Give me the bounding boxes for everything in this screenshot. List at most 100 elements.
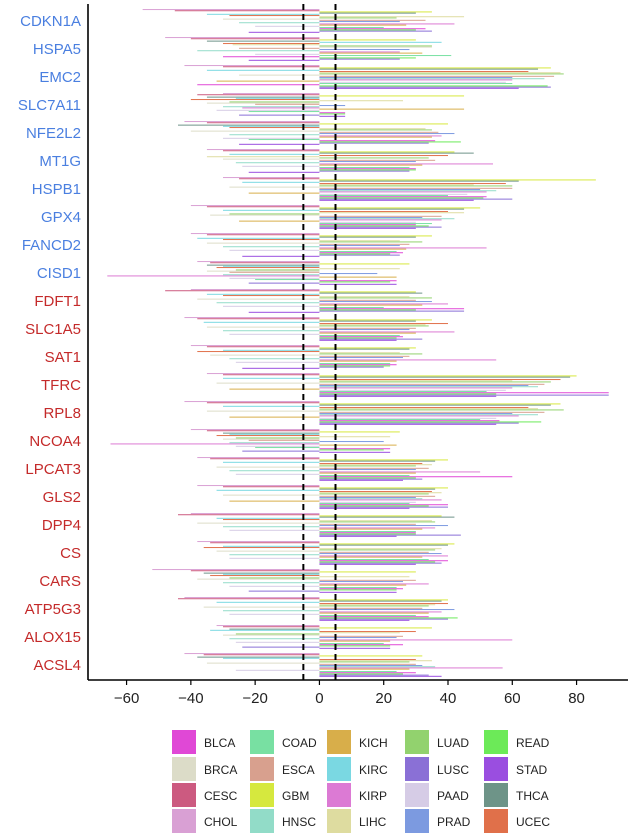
bar-GPX4-PRAD (319, 217, 423, 219)
bar-CDKN1A-THCA (319, 12, 416, 14)
x-tick-labels: −60 −40 −20 0 20 40 60 80 (114, 680, 585, 707)
bar-SAT1-READ (319, 365, 391, 367)
bar-CISD1-THCA (206, 264, 320, 266)
bar-MT1G-CESC (223, 150, 320, 152)
bar-TFRC-KIRP (319, 387, 513, 389)
bar-RPL8-HNSC (319, 414, 538, 416)
legend-label-prad: PRAD (437, 815, 471, 829)
bar-DPP4-CESC (178, 514, 320, 516)
bar-CDKN1A-STAD (248, 31, 320, 33)
gene-label: SAT1 (45, 349, 81, 366)
bar-FDFT1-STAD (248, 311, 320, 313)
bar-NFE2L2-HNSC (229, 134, 320, 136)
bar-NFE2L2-UCEC (229, 127, 320, 129)
bar-GPX4-THCA (319, 208, 465, 210)
bar-CISD1-COAD (255, 279, 320, 281)
bar-GLS2-UCEC (319, 491, 432, 493)
bar-DPP4-STAD (319, 535, 397, 537)
legend-swatch-cesc (172, 783, 196, 807)
bar-ATP5G3-STAD (319, 619, 410, 621)
bar-NCOA4-KIRP (110, 443, 320, 445)
x-tick-label: −20 (242, 690, 267, 707)
bar-LPCAT3-UCEC (319, 463, 423, 465)
bar-HSPA5-ESCA (239, 47, 320, 49)
bar-HSPB1-BLCA (319, 196, 487, 198)
bar-MT1G-CHOL (206, 149, 320, 151)
gene-label: EMC2 (39, 69, 81, 86)
bar-GLS2-CESC (223, 486, 320, 488)
bar-GPX4-LUAD (229, 213, 320, 215)
bar-CDKN1A-CHOL (142, 9, 320, 11)
bar-SLC1A5-UCEC (319, 323, 448, 325)
bar-CISD1-STAD (319, 283, 397, 285)
bar-CARS-PRAD (319, 581, 403, 583)
bar-CARS-PAAD (229, 585, 320, 587)
bar-CARS-HNSC (223, 582, 320, 584)
gene-label: SLC7A11 (18, 97, 81, 114)
bar-HSPA5-KIRC (319, 41, 442, 43)
bar-EMC2-CESC (223, 66, 320, 68)
bar-TFRC-STAD (319, 395, 497, 397)
bar-GPX4-ESCA (319, 215, 442, 217)
legend-label-blca: BLCA (204, 736, 235, 750)
bar-DPP4-PRAD (319, 525, 448, 527)
bar-CS-PRAD (319, 553, 442, 555)
bar-MT1G-COAD (319, 167, 410, 169)
gene-label: CDKN1A (20, 13, 81, 30)
bar-CISD1-LIHC (319, 268, 400, 270)
legend: BLCA BRCA CESC CHOL COAD ESCA GBM HNSC KICH KIRC K… (172, 730, 550, 833)
bar-GLS2-STAD (319, 507, 410, 509)
bar-ATP5G3-COAD (319, 615, 416, 617)
bar-SAT1-LIHC (319, 352, 400, 354)
legend-label-lusc: LUSC (437, 763, 469, 777)
gene-label: NFE2L2 (26, 125, 81, 142)
bar-GLS2-ESCA (319, 495, 436, 497)
bar-GLS2-CHOL (197, 485, 320, 487)
bar-ALOX15-LIHC (319, 632, 400, 634)
bar-CARS-LUAD (229, 577, 320, 579)
bar-SLC7A11-PAAD (216, 109, 320, 111)
bar-SLC1A5-LIHC (319, 324, 426, 326)
bar-ACSL4-GBM (319, 655, 423, 657)
bar-CDKN1A-ESCA (319, 19, 426, 21)
bar-EMC2-PRAD (319, 77, 513, 79)
bar-LPCAT3-KIRP (319, 471, 481, 473)
bar-TFRC-PAAD (319, 389, 506, 391)
bar-LPCAT3-ESCA (319, 467, 429, 469)
bar-RPL8-GBM (319, 403, 561, 405)
gene-label: HSPA5 (33, 41, 81, 58)
bar-GLS2-LUAD (319, 493, 429, 495)
bar-CDKN1A-READ (319, 29, 416, 31)
bar-SLC1A5-STAD (319, 339, 397, 341)
gene-label: CARS (39, 573, 81, 590)
bar-ALOX15-PAAD (235, 641, 320, 643)
bar-HSPA5-BRCA (319, 46, 432, 48)
bar-SLC1A5-LUSC (319, 338, 423, 340)
bar-LPCAT3-LUSC (319, 478, 423, 480)
bar-NCOA4-KICH (319, 444, 397, 446)
bar-FANCD2-PRAD (319, 245, 400, 247)
bar-SLC1A5-CESC (197, 318, 320, 320)
bar-ALOX15-KIRC (210, 629, 320, 631)
bar-TFRC-ESCA (319, 383, 545, 385)
bar-SLC7A11-CHOL (223, 93, 320, 95)
bar-ACSL4-ESCA (319, 663, 416, 665)
bar-MT1G-LUAD (319, 157, 429, 159)
legend-swatch-blca (172, 730, 196, 754)
bar-CS-LUAD (319, 549, 436, 551)
bar-ACSL4-READ (319, 673, 403, 675)
bar-EMC2-PAAD (319, 81, 506, 83)
bar-FANCD2-READ (319, 253, 391, 255)
bar-SLC7A11-PRAD (319, 105, 346, 107)
bar-TFRC-CESC (223, 374, 320, 376)
bar-CARS-BLCA (319, 588, 403, 590)
bar-SAT1-LUSC (319, 366, 384, 368)
bar-MT1G-BRCA (223, 158, 320, 160)
bar-ACSL4-BRCA (206, 662, 320, 664)
bar-DPP4-LUAD (319, 521, 436, 523)
legend-swatch-stad (484, 757, 508, 781)
bar-SLC7A11-UCEC (190, 99, 320, 101)
legend-swatch-chol (172, 809, 196, 833)
legend-swatch-kirc (327, 757, 351, 781)
bar-MT1G-UCEC (319, 155, 448, 157)
